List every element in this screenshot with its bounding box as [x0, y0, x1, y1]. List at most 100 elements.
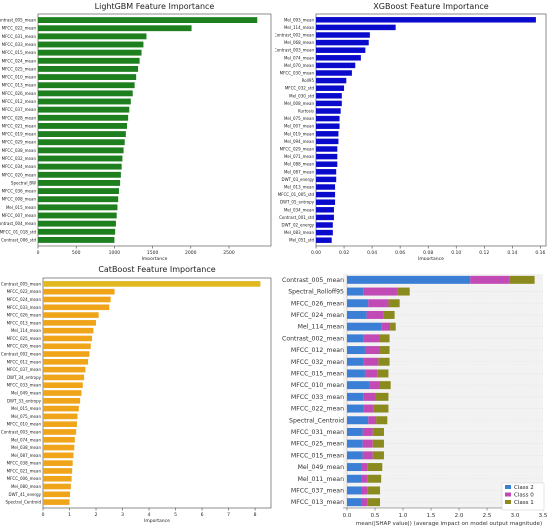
- x-tick-label: 0.04: [367, 250, 377, 256]
- bar-segment: [369, 381, 380, 390]
- bar-segment: [376, 416, 388, 425]
- x-tick-label: 0.02: [339, 250, 349, 256]
- y-tick-label: DWT_34_entropy: [7, 375, 42, 380]
- y-tick-label: Mel_088_mean: [284, 162, 314, 167]
- y-tick-label: Mel_093_mean: [284, 17, 314, 22]
- x-axis-label: mean(|SHAP value|) (average impact on mo…: [356, 521, 542, 526]
- bar: [38, 131, 126, 138]
- x-tick-label: 0.16: [535, 250, 545, 256]
- y-tick-label: MFCC_026_mean: [2, 91, 37, 96]
- y-tick-label: MFCC_032_std: [285, 86, 315, 91]
- y-tick-label: MFCC_012_mean: [291, 347, 344, 354]
- bar: [316, 222, 333, 228]
- bar-segment: [347, 299, 369, 308]
- bar: [316, 47, 366, 53]
- y-tick-label: MFCC_013_mean: [2, 83, 37, 88]
- y-tick-label: MFCC_022_mean: [291, 406, 344, 413]
- bar: [43, 397, 81, 404]
- y-tick-label: MFCC_024_mean: [291, 312, 344, 319]
- y-tick-label: DWT_03_energy: [281, 177, 314, 182]
- bar-segment: [363, 334, 380, 343]
- y-tick-label: MFCC_036_mean: [2, 189, 37, 194]
- x-tick-label: 0.14: [507, 250, 517, 256]
- bar-segment: [372, 439, 384, 448]
- bar: [316, 138, 339, 145]
- y-tick-label: Spectral_Centroid: [289, 417, 344, 424]
- y-tick-label: DWT_05_entropy: [280, 200, 315, 205]
- x-tick-label: 5: [174, 512, 177, 518]
- y-tick-label: MFCC_031_mean: [291, 429, 344, 436]
- y-tick-label: MFCC_033_mean: [2, 42, 37, 47]
- bar: [38, 212, 117, 219]
- bar: [43, 413, 78, 420]
- bar: [43, 343, 91, 350]
- y-tick-label: Spectral_BW: [11, 180, 36, 185]
- x-tick-label: 1: [68, 512, 71, 518]
- bar: [38, 163, 122, 170]
- y-tick-label: MFCC_021_mean: [2, 123, 37, 128]
- x-tick-label: 0.0: [343, 513, 352, 519]
- bar: [316, 24, 396, 31]
- bar-segment: [347, 427, 363, 436]
- bar-segment: [347, 357, 364, 366]
- x-tick-label: 2.5: [483, 513, 492, 519]
- bar: [38, 122, 127, 129]
- bar-segment: [368, 416, 377, 425]
- y-tick-label: MFCC_037_mean: [2, 107, 37, 112]
- legend-swatch: [505, 500, 511, 504]
- bar: [43, 374, 85, 381]
- bar: [316, 199, 336, 205]
- y-tick-label: MFCC_038_mean: [2, 148, 37, 153]
- y-tick-label: Mel_080_mean: [11, 484, 41, 489]
- y-tick-label: MFCC_021_mean: [7, 468, 42, 473]
- y-tick-label: Kurtosis: [298, 109, 314, 114]
- bar: [316, 70, 352, 76]
- bar-segment: [347, 498, 361, 507]
- bar: [316, 32, 370, 38]
- x-tick-label: 500: [72, 250, 81, 256]
- legend-label: Class 2: [514, 485, 534, 491]
- bar: [43, 304, 110, 311]
- y-tick-label: Mel_038_mean: [11, 445, 41, 450]
- bar: [316, 62, 356, 69]
- bar-segment: [347, 334, 364, 343]
- y-tick-label: Spectral_Rolloff95: [288, 289, 344, 296]
- y-tick-label: DWT_02_energy: [281, 223, 314, 228]
- bar-segment: [347, 287, 364, 296]
- y-tick-label: Mel_030_std: [289, 93, 314, 98]
- lightgbm-chart: LightGBM Feature Importance Contrast_005_…: [0, 2, 272, 262]
- bar-segment: [347, 369, 365, 378]
- shap-panel: Contrast_005_mean Spectral_Rolloff95 MFCC_…: [275, 262, 550, 527]
- bar: [316, 77, 347, 84]
- bar-segment: [362, 427, 373, 436]
- y-tick-label: MFCC_015_mean: [2, 50, 37, 55]
- bar-segment: [378, 357, 390, 366]
- bar: [43, 429, 77, 435]
- bar-segment: [373, 404, 389, 413]
- bar: [316, 184, 336, 190]
- bar: [43, 296, 111, 303]
- bar-segment: [367, 486, 381, 495]
- y-tick-label: Mel_015_mean: [11, 406, 41, 411]
- bar: [316, 100, 342, 107]
- y-tick-label: DWT_41_energy: [8, 492, 41, 497]
- bar: [316, 161, 338, 167]
- x-tick-label: 1.5: [427, 513, 436, 519]
- x-tick-label: 0.00: [311, 250, 321, 256]
- bar-segment: [347, 486, 361, 495]
- y-tick-label: MFCC_038_mean: [7, 461, 42, 466]
- bar: [316, 176, 337, 183]
- y-tick-label: MFCC_022_mean: [7, 289, 42, 294]
- y-tick-label: Mel_094_mean: [284, 139, 314, 144]
- bar: [316, 39, 369, 46]
- y-tick-label: Mel_114_mean: [11, 328, 41, 333]
- legend-label: Class 0: [514, 493, 534, 499]
- y-tick-label: Mel_034_mean: [284, 207, 314, 212]
- bar: [43, 460, 73, 466]
- y-tick-label: Mel_114_mean: [284, 25, 314, 30]
- y-tick-label: MFCC_012_mean: [2, 99, 37, 104]
- y-tick-label: Contrast_002_mean: [282, 335, 344, 342]
- bar: [316, 108, 341, 114]
- bar-segment: [347, 381, 370, 390]
- y-tick-label: Contrast_003_mean: [1, 429, 42, 434]
